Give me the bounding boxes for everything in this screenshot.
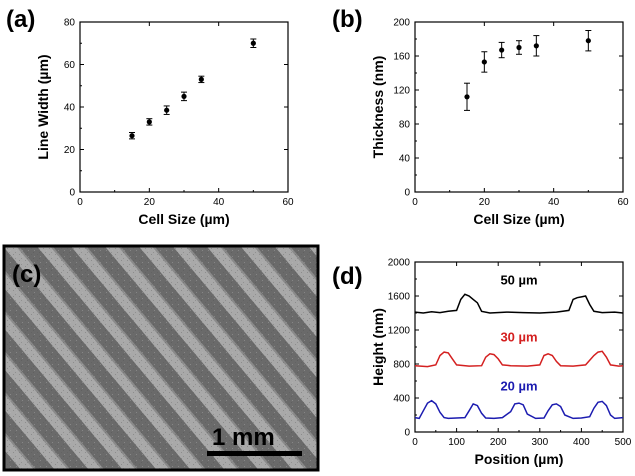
- y-tick-label: 2000: [388, 258, 411, 269]
- data-point: [198, 76, 204, 82]
- panel-c-label: (c): [12, 261, 41, 288]
- data-point: [129, 133, 135, 139]
- y-tick-label: 20: [64, 145, 76, 156]
- x-tick-label: 0: [412, 437, 418, 448]
- y-tick-label: 160: [393, 52, 410, 63]
- x-tick-label: 60: [617, 197, 629, 208]
- y-axis-title: Height (nm): [370, 308, 386, 386]
- micrograph-texture: [4, 246, 318, 470]
- series-line: [414, 350, 624, 368]
- x-tick-label: 200: [490, 437, 507, 448]
- y-tick-label: 0: [404, 428, 410, 439]
- x-axis-title: Cell Size (µm): [138, 211, 229, 227]
- data-point: [533, 43, 539, 49]
- y-tick-label: 400: [393, 394, 410, 405]
- y-tick-label: 1600: [388, 292, 411, 303]
- x-tick-label: 40: [213, 197, 225, 208]
- y-tick-label: 80: [64, 18, 76, 29]
- data-point: [516, 44, 522, 51]
- data-point: [181, 93, 187, 99]
- data-point: [250, 40, 256, 46]
- x-tick-label: 20: [479, 197, 491, 208]
- chart-b: 0 20 40 60 0 40 80 120 160 200 Cell Size (µm) Thick…: [370, 18, 629, 228]
- chart-d: 0 100 200 300 400 500 0 400 800 1200 1600 2000 Posit…: [370, 258, 632, 468]
- y-tick-label: 800: [393, 360, 410, 371]
- x-tick-label: 60: [282, 197, 294, 208]
- x-tick-label: 0: [77, 197, 83, 208]
- y-tick-label: 0: [69, 188, 75, 199]
- x-axis-title: Position (µm): [475, 451, 564, 467]
- panel-d-label: (d): [332, 263, 363, 290]
- y-tick-label: 200: [393, 18, 410, 29]
- panel-c-image: (c) 1 mm: [2, 244, 320, 472]
- chart-a: 0 20 40 60 0 20 40 60 80 Cell Size (µm) Line Width…: [35, 18, 294, 228]
- data-point: [481, 59, 487, 65]
- series-label: 30 µm: [500, 329, 537, 344]
- y-tick-label: 1200: [388, 326, 411, 337]
- y-tick-label: 80: [399, 120, 411, 131]
- plot-frame: [414, 261, 624, 433]
- data-point: [464, 94, 470, 100]
- plot-frame: [79, 21, 289, 193]
- series-label: 20 µm: [500, 379, 537, 394]
- series-line: [414, 293, 624, 314]
- panel-a-label: (a): [6, 6, 35, 33]
- x-tick-label: 20: [144, 197, 156, 208]
- x-tick-label: 40: [548, 197, 560, 208]
- y-axis-title: Line Width (µm): [35, 54, 51, 159]
- x-tick-label: 100: [448, 437, 465, 448]
- data-point: [499, 47, 505, 53]
- panel-b-label: (b): [332, 6, 363, 33]
- x-tick-label: 300: [531, 437, 548, 448]
- scale-bar-label: 1 mm: [212, 424, 275, 451]
- data-point: [146, 119, 152, 125]
- series-label: 50 µm: [500, 272, 537, 287]
- y-axis-title: Thickness (nm): [370, 56, 386, 159]
- x-axis-title: Cell Size (µm): [473, 211, 564, 227]
- y-tick-label: 60: [64, 60, 76, 71]
- y-tick-label: 120: [393, 86, 410, 97]
- y-tick-label: 0: [404, 188, 410, 199]
- x-tick-label: 500: [615, 437, 632, 448]
- x-tick-label: 0: [412, 197, 418, 208]
- y-tick-label: 40: [64, 103, 76, 114]
- data-point: [164, 107, 170, 113]
- series-line: [414, 399, 624, 420]
- micrograph-frame: [2, 244, 320, 472]
- y-tick-label: 40: [399, 154, 411, 165]
- data-point: [585, 38, 591, 44]
- x-tick-label: 400: [573, 437, 590, 448]
- scale-bar: [207, 451, 302, 456]
